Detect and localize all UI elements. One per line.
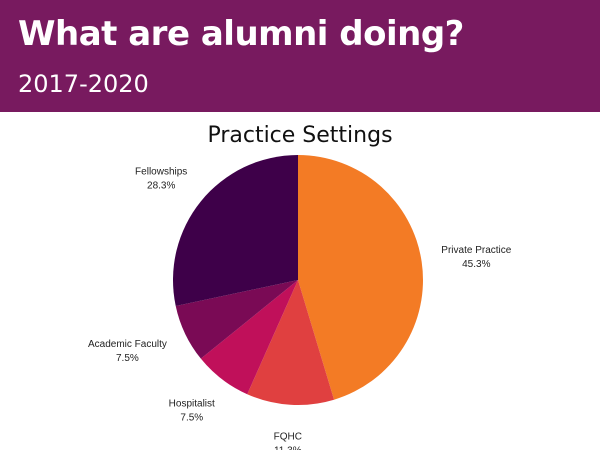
slice-label-hospitalist: Hospitalist xyxy=(169,398,215,409)
chart-title: Practice Settings xyxy=(207,123,392,148)
slice-value-hospitalist: 7.5% xyxy=(180,412,203,423)
slice-value-fqhc: 11.3% xyxy=(274,446,302,450)
slice-label-fellowships: Fellowships xyxy=(135,166,187,177)
slice-value-fellowships: 28.3% xyxy=(147,180,175,191)
slice-value-academic-faculty: 7.5% xyxy=(116,353,139,364)
slice-label-fqhc: FQHC xyxy=(274,432,302,443)
header-banner: What are alumni doing? 2017-2020 xyxy=(0,0,600,112)
page-title: What are alumni doing? xyxy=(18,14,464,54)
pie-slice-academic-faculty xyxy=(175,280,298,359)
slice-label-private-practice: Private Practice xyxy=(441,245,511,256)
practice-settings-pie-chart: Practice Settings Private Practice 45.3% F… xyxy=(88,123,512,450)
slice-value-private-practice: 45.3% xyxy=(462,259,490,270)
pie-slice-fellowships xyxy=(172,155,298,306)
slice-label-academic-faculty: Academic Faculty xyxy=(88,339,167,350)
pie-slice-private-practice xyxy=(298,155,423,400)
pie-slices xyxy=(172,155,423,406)
pie-slice-hospitalist xyxy=(200,280,298,395)
page-subtitle: 2017-2020 xyxy=(18,70,149,98)
pie-slice-fqhc xyxy=(247,280,335,406)
pie-labels: Private Practice 45.3% FQHC 11.3% Hospitalis… xyxy=(88,166,512,450)
